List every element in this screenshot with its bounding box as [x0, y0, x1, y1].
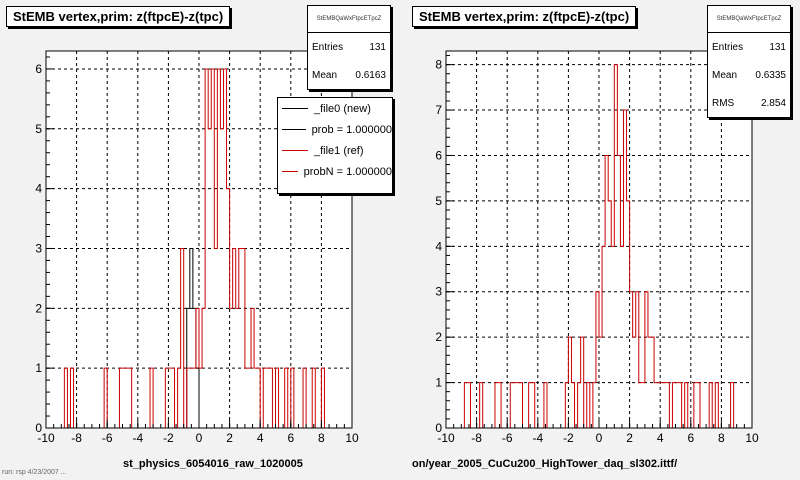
left-legend: _file0 (new) prob = 1.000000 _file1 (ref… [277, 97, 393, 194]
right-x-tick-label: 10 [745, 431, 759, 445]
right-y-tick-label: 5 [435, 194, 442, 208]
left-x-tick-label: -10 [37, 431, 55, 445]
left-x-tick-label: 6 [287, 431, 294, 445]
left-y-tick-label: 2 [35, 301, 42, 315]
legend-label-file1: _file1 (ref) [314, 144, 364, 157]
left-y-tick-label: 5 [35, 122, 42, 136]
legend-label-prob: prob = 1.000000 [311, 123, 392, 136]
left-stats-box: StEMBQaWxFtpcETpcZ Entries 131 Mean 0.6163 [307, 5, 391, 90]
right-x-tick-label: -4 [532, 431, 543, 445]
left-title: StEMB vertex,prim: z(ftpcE)-z(tpc) [6, 6, 231, 27]
right-x-tick-label: -10 [437, 431, 455, 445]
left-y-tick-label: 1 [35, 361, 42, 375]
right-stats-mean-label: Mean [712, 69, 738, 81]
left-y-tick-label: 0 [35, 421, 42, 435]
right-x-tick-label: 6 [687, 431, 694, 445]
left-stats-entries-value: 131 [369, 41, 386, 53]
left-y-tick-label: 4 [35, 182, 42, 196]
right-panel: -10 -8 -6 -4 -2 0 2 4 6 8 10 0 1 2 3 4 5 6 7 8 StEMB vertex… [400, 0, 800, 480]
right-y-tick-label: 8 [435, 58, 442, 72]
right-y-tick-label: 2 [435, 330, 442, 344]
right-stats-mean-value: 0.6335 [755, 69, 786, 81]
right-x-tick-label: 4 [657, 431, 664, 445]
left-series-1 [63, 68, 325, 428]
left-stats-entries-label: Entries [312, 41, 344, 53]
left-x-tick-label: -8 [71, 431, 82, 445]
right-y-tick-label: 4 [435, 239, 442, 253]
left-stats-mean-value: 0.6163 [355, 69, 386, 81]
right-x-tick-label: 0 [596, 431, 603, 445]
right-stats-rms-value: 2.854 [760, 97, 786, 109]
legend-line-file0 [282, 108, 308, 109]
right-y-tick-label: 7 [435, 103, 442, 117]
left-stats-mean-label: Mean [312, 69, 338, 81]
legend-line-probn [282, 171, 298, 172]
left-stats-name: StEMBQaWxFtpcETpcZ [308, 6, 390, 33]
right-stats-box: StEMBQaWxFtpcETpcZ Entries 131 Mean 0.6335… [707, 5, 791, 118]
right-stats-entries-label: Entries [712, 41, 744, 53]
legend-item-file0: _file0 (new) [278, 98, 392, 119]
right-x-tick-label: 8 [718, 431, 725, 445]
legend-line-prob [282, 129, 306, 130]
right-series-0 [463, 64, 735, 428]
left-x-tick-label: 4 [257, 431, 264, 445]
right-histogram: -10 -8 -6 -4 -2 0 2 4 6 8 10 0 1 2 3 4 5 6 7 8 [435, 50, 759, 445]
legend-line-file1 [282, 150, 308, 151]
legend-label-file0: _file0 (new) [314, 102, 371, 115]
right-title: StEMB vertex,prim: z(ftpcE)-z(tpc) [412, 6, 637, 27]
legend-item-probn: probN = 1.000000 [278, 161, 392, 182]
left-x-tick-label: 2 [226, 431, 233, 445]
left-series-0 [186, 247, 203, 429]
right-stats-name: StEMBQaWxFtpcETpcZ [708, 6, 790, 33]
left-file-label: st_physics_6054016_raw_1020005 [123, 458, 303, 470]
legend-label-probn: probN = 1.000000 [303, 165, 392, 178]
left-x-tick-label: 0 [196, 431, 203, 445]
left-x-tick-label: -2 [163, 431, 174, 445]
legend-item-file1: _file1 (ref) [278, 140, 392, 161]
right-stats-rms-label: RMS [712, 97, 735, 109]
left-y-tick-label: 6 [35, 62, 42, 76]
left-panel: -10 -8 -6 -4 -2 0 2 4 6 8 10 0 1 2 3 4 5 6 StEMB vertex,p… [0, 0, 400, 480]
right-x-tick-label: 2 [626, 431, 633, 445]
right-x-tick-label: -2 [563, 431, 574, 445]
left-x-tick-label: -4 [132, 431, 143, 445]
right-stats-entries-value: 131 [769, 41, 786, 53]
left-x-tick-label: 8 [318, 431, 325, 445]
right-y-tick-label: 3 [435, 285, 442, 299]
legend-item-prob: prob = 1.000000 [278, 119, 392, 140]
right-y-tick-label: 6 [435, 148, 442, 162]
footer-text: run: rsp 4/23/2007 ... [2, 469, 67, 476]
left-y-tick-label: 3 [35, 241, 42, 255]
right-y-tick-label: 0 [435, 421, 442, 435]
right-file-label: on/year_2005_CuCu200_HighTower_daq_sl302… [412, 458, 678, 470]
right-x-tick-label: -8 [471, 431, 482, 445]
left-x-tick-label: -6 [102, 431, 113, 445]
left-x-tick-label: 10 [345, 431, 359, 445]
right-y-tick-label: 1 [435, 376, 442, 390]
right-x-tick-label: -6 [502, 431, 513, 445]
